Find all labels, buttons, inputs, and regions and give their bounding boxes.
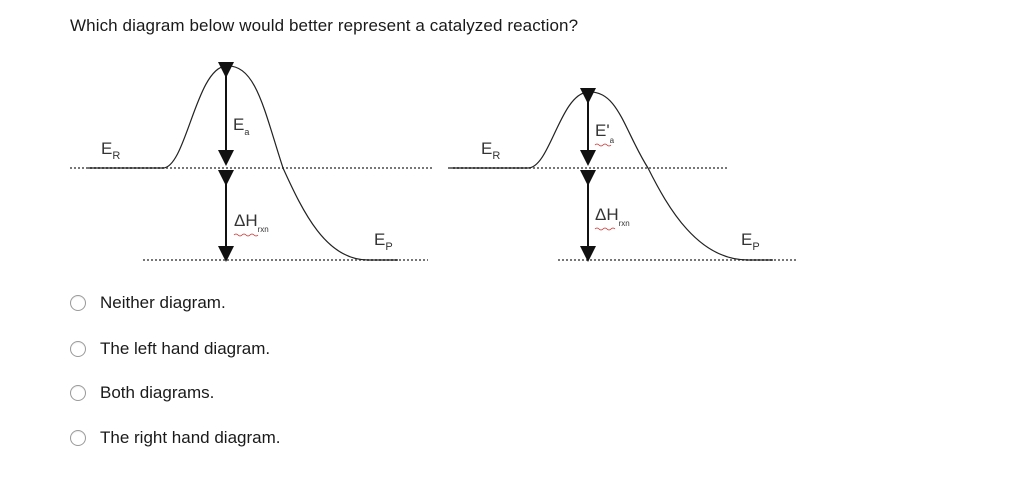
option-both[interactable]: Both diagrams. [70,383,214,403]
option-label: The right hand diagram. [100,428,281,447]
left-dh-underline [233,233,259,237]
right-ep-label: EP [741,230,760,253]
left-energy-curve [88,65,398,261]
left-diagram: ER Ea ΔHrxn EP [70,62,433,262]
option-right-diagram[interactable]: The right hand diagram. [70,428,281,448]
left-dh-label: ΔHrxn [234,211,269,234]
right-er-label: ER [481,139,500,162]
radio-button[interactable] [70,385,86,401]
radio-button[interactable] [70,430,86,446]
radio-button[interactable] [70,295,86,311]
left-er-label: ER [101,139,120,162]
right-energy-curve [448,91,773,261]
right-dh-underline [594,227,616,231]
right-dh-label: ΔHrxn [595,205,630,228]
energy-diagrams: ER Ea ΔHrxn EP ER E'a ΔHrxn EP [70,62,798,262]
option-neither[interactable]: Neither diagram. [70,293,226,313]
option-label: The left hand diagram. [100,339,271,358]
right-diagram: ER E'a ΔHrxn EP [448,88,798,262]
question-text: Which diagram below would better represe… [70,16,579,35]
right-ea-underline [594,143,612,147]
right-ea-label: E'a [595,121,615,145]
option-label: Both diagrams. [100,383,215,402]
left-ep-label: EP [374,230,393,253]
left-ea-label: Ea [233,115,249,137]
option-label: Neither diagram. [100,293,226,312]
radio-button[interactable] [70,341,86,357]
option-left-diagram[interactable]: The left hand diagram. [70,339,270,359]
